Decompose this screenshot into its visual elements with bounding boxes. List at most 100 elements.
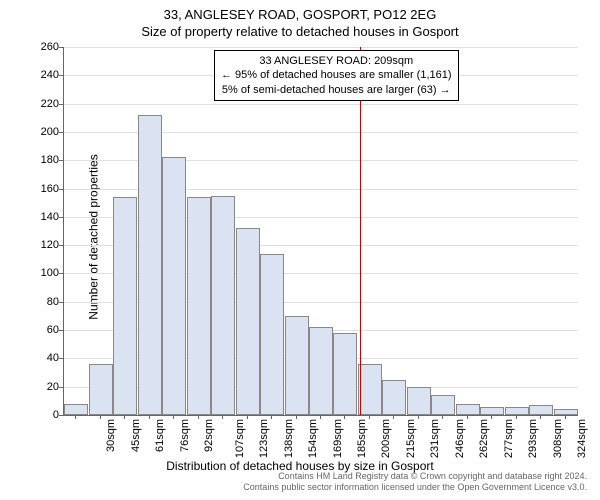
histogram-bar <box>211 196 235 415</box>
y-tick-mark <box>59 387 63 388</box>
histogram-bar <box>554 409 578 415</box>
x-tick-mark <box>491 415 492 419</box>
y-tick-label: 160 <box>41 183 59 195</box>
histogram-bar <box>113 197 137 415</box>
x-tick-mark <box>418 415 419 419</box>
y-tick-mark <box>59 217 63 218</box>
y-tick-mark <box>59 189 63 190</box>
histogram-bar <box>89 364 113 415</box>
x-tick-label: 246sqm <box>454 419 466 458</box>
x-tick-label: 200sqm <box>381 419 393 458</box>
y-tick-mark <box>59 415 63 416</box>
x-tick-mark <box>540 415 541 419</box>
y-tick-label: 240 <box>41 69 59 81</box>
histogram-bar <box>333 333 357 415</box>
histogram-bar <box>162 157 186 415</box>
y-tick-label: 220 <box>41 98 59 110</box>
y-tick-label: 20 <box>47 381 59 393</box>
x-tick-label: 308sqm <box>552 419 564 458</box>
x-tick-mark <box>516 415 517 419</box>
y-tick-mark <box>59 75 63 76</box>
x-tick-label: 138sqm <box>283 419 295 458</box>
x-tick-label: 30sqm <box>105 419 117 452</box>
chart-footer: Contains HM Land Registry data © Crown c… <box>243 471 587 493</box>
x-tick-mark <box>222 415 223 419</box>
y-tick-mark <box>59 273 63 274</box>
x-tick-mark <box>344 415 345 419</box>
y-tick-label: 100 <box>41 267 59 279</box>
annotation-line2: ← 95% of detached houses are smaller (1,… <box>221 69 452 81</box>
x-tick-label: 61sqm <box>154 419 166 452</box>
chart-container: 33, ANGLESEY ROAD, GOSPORT, PO12 2EG Siz… <box>5 5 595 495</box>
x-tick-mark <box>173 415 174 419</box>
x-tick-label: 123sqm <box>258 419 270 458</box>
histogram-bar <box>260 254 284 415</box>
histogram-bar <box>480 407 504 415</box>
x-tick-label: 169sqm <box>332 419 344 458</box>
histogram-bar <box>431 395 455 415</box>
y-tick-label: 60 <box>47 324 59 336</box>
histogram-bar <box>64 404 88 415</box>
x-tick-label: 45sqm <box>130 419 142 452</box>
x-tick-mark <box>393 415 394 419</box>
y-tick-mark <box>59 104 63 105</box>
x-tick-mark <box>75 415 76 419</box>
annotation-line1: 33 ANGLESEY ROAD: 209sqm <box>259 55 413 67</box>
x-tick-mark <box>442 415 443 419</box>
x-tick-label: 277sqm <box>503 419 515 458</box>
y-tick-label: 120 <box>41 239 59 251</box>
histogram-bar <box>456 404 480 415</box>
annotation-line3: 5% of semi-detached houses are larger (6… <box>222 84 451 96</box>
chart-title-sub: Size of property relative to detached ho… <box>5 24 595 39</box>
y-tick-mark <box>59 47 63 48</box>
x-tick-mark <box>100 415 101 419</box>
histogram-bar <box>382 380 406 415</box>
footer-line1: Contains HM Land Registry data © Crown c… <box>278 471 587 481</box>
y-tick-label: 140 <box>41 211 59 223</box>
y-tick-mark <box>59 330 63 331</box>
x-tick-label: 324sqm <box>576 419 588 458</box>
y-tick-mark <box>59 132 63 133</box>
x-tick-mark <box>198 415 199 419</box>
histogram-bar <box>407 387 431 415</box>
x-tick-mark <box>467 415 468 419</box>
x-tick-mark <box>271 415 272 419</box>
grid-line <box>64 47 578 48</box>
histogram-bar <box>309 327 333 415</box>
x-tick-mark <box>320 415 321 419</box>
x-tick-mark <box>369 415 370 419</box>
grid-line <box>64 104 578 105</box>
x-tick-mark <box>149 415 150 419</box>
x-tick-mark <box>296 415 297 419</box>
x-tick-label: 92sqm <box>203 419 215 452</box>
y-tick-label: 180 <box>41 154 59 166</box>
footer-line2: Contains public sector information licen… <box>243 482 587 492</box>
x-tick-label: 231sqm <box>430 419 442 458</box>
y-tick-mark <box>59 302 63 303</box>
marker-line <box>360 47 361 415</box>
x-tick-label: 185sqm <box>356 419 368 458</box>
histogram-bar <box>529 405 553 415</box>
y-tick-mark <box>59 160 63 161</box>
y-tick-label: 80 <box>47 296 59 308</box>
y-tick-label: 260 <box>41 41 59 53</box>
x-tick-label: 293sqm <box>527 419 539 458</box>
annotation-box: 33 ANGLESEY ROAD: 209sqm ← 95% of detache… <box>214 50 459 101</box>
x-tick-label: 154sqm <box>307 419 319 458</box>
x-tick-mark <box>124 415 125 419</box>
plot-area: 33 ANGLESEY ROAD: 209sqm ← 95% of detache… <box>63 47 578 416</box>
y-tick-mark <box>59 358 63 359</box>
histogram-bar <box>187 197 211 415</box>
y-tick-mark <box>59 245 63 246</box>
x-tick-mark <box>247 415 248 419</box>
chart-title-main: 33, ANGLESEY ROAD, GOSPORT, PO12 2EG <box>5 7 595 22</box>
x-tick-label: 107sqm <box>234 419 246 458</box>
y-tick-label: 40 <box>47 352 59 364</box>
histogram-bar <box>138 115 162 415</box>
histogram-bar <box>505 407 529 415</box>
histogram-bar <box>358 364 382 415</box>
y-tick-label: 200 <box>41 126 59 138</box>
x-tick-label: 262sqm <box>479 419 491 458</box>
histogram-bar <box>285 316 309 415</box>
x-tick-mark <box>565 415 566 419</box>
